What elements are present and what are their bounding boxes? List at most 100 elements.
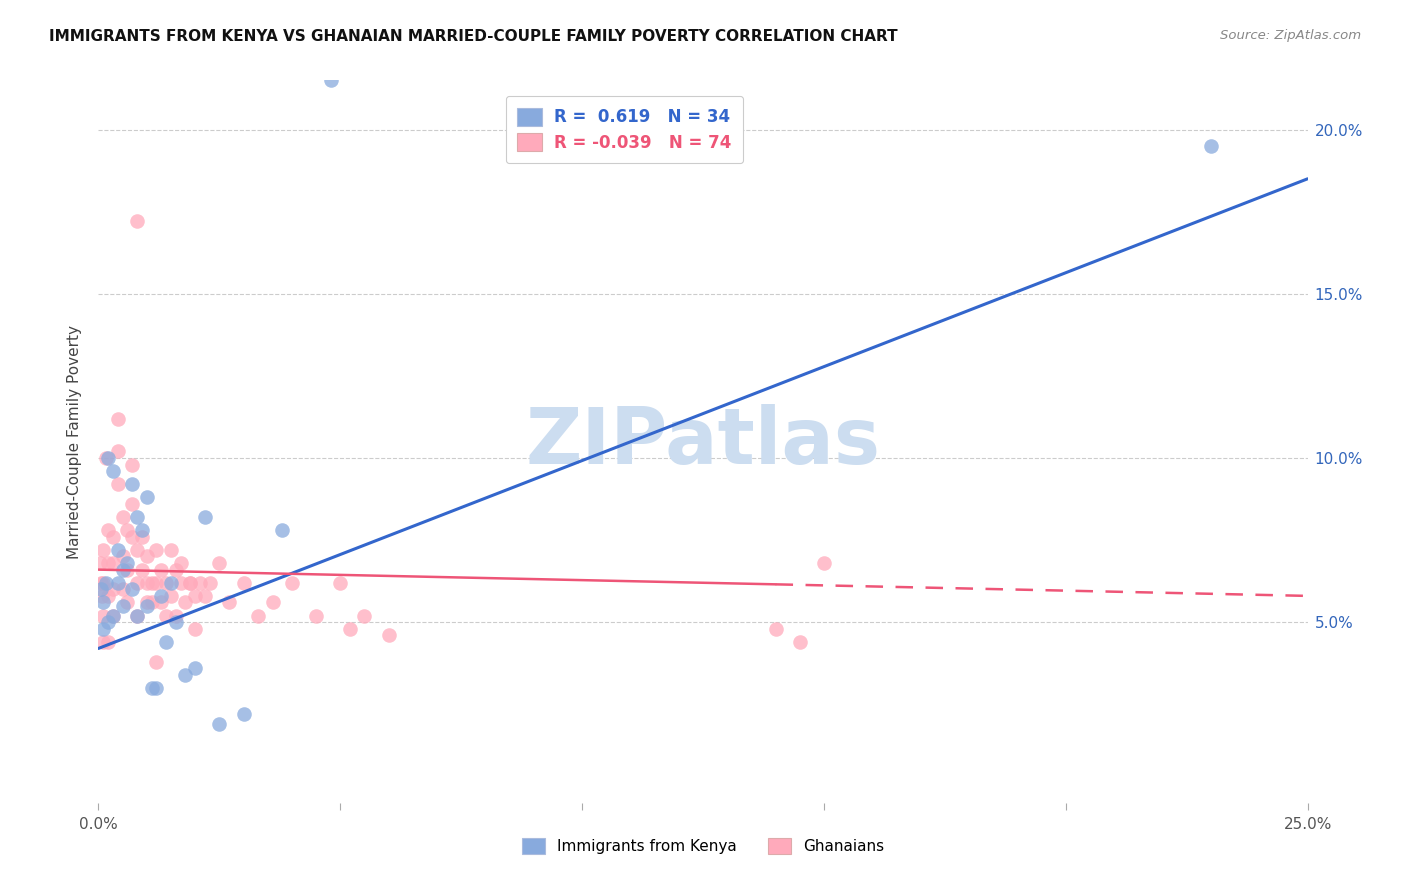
Point (97, 589, 120, 603)
Point (91, 595, 114, 609)
Point (232, 575, 254, 590)
Point (194, 589, 217, 603)
Point (101, 608, 124, 623)
Point (184, 661, 207, 675)
Point (135, 595, 157, 609)
Point (145, 575, 167, 590)
Point (101, 608, 124, 623)
Point (135, 491, 157, 505)
Point (188, 575, 211, 590)
Point (117, 595, 139, 609)
Point (169, 556, 191, 570)
Text: ZIPatlas: ZIPatlas (526, 403, 880, 480)
Point (107, 477, 129, 491)
Point (184, 589, 207, 603)
Point (121, 582, 143, 597)
Point (208, 556, 231, 570)
Point (107, 575, 129, 590)
Text: IMMIGRANTS FROM KENYA VS GHANAIAN MARRIED-COUPLE FAMILY POVERTY CORRELATION CHAR: IMMIGRANTS FROM KENYA VS GHANAIAN MARRIE… (49, 29, 898, 44)
Point (165, 563, 187, 577)
Point (131, 530, 153, 544)
Point (155, 575, 177, 590)
Point (127, 510, 149, 524)
Point (165, 615, 187, 630)
Point (89, 556, 111, 570)
Point (765, 622, 787, 636)
Point (111, 549, 134, 564)
Point (155, 635, 177, 649)
Point (1199, 139, 1222, 153)
Point (127, 214, 149, 228)
Point (329, 575, 352, 590)
Point (160, 542, 183, 557)
Point (127, 608, 149, 623)
Point (135, 599, 157, 613)
Point (121, 458, 143, 472)
Point (305, 608, 328, 623)
Y-axis label: Married-Couple Family Poverty: Married-Couple Family Poverty (67, 325, 83, 558)
Point (90, 575, 112, 590)
Point (111, 510, 134, 524)
Point (101, 464, 124, 478)
Point (150, 563, 173, 577)
Point (90, 589, 112, 603)
Point (262, 595, 284, 609)
Point (101, 556, 124, 570)
Point (101, 530, 124, 544)
Point (271, 523, 294, 537)
Point (111, 563, 134, 577)
Legend: Immigrants from Kenya, Ghanaians: Immigrants from Kenya, Ghanaians (516, 832, 890, 860)
Point (377, 628, 399, 642)
Point (174, 667, 197, 681)
Point (141, 681, 163, 695)
Point (194, 510, 217, 524)
Point (107, 411, 129, 425)
Point (101, 582, 124, 597)
Point (179, 575, 201, 590)
Point (111, 599, 134, 613)
Point (813, 556, 835, 570)
Point (155, 608, 177, 623)
Point (97, 556, 120, 570)
Point (90, 582, 112, 597)
Point (141, 595, 163, 609)
Point (184, 622, 207, 636)
Point (218, 595, 240, 609)
Point (169, 575, 191, 590)
Point (131, 523, 153, 537)
Point (145, 681, 167, 695)
Point (91, 575, 114, 590)
Point (111, 582, 134, 597)
Point (281, 575, 304, 590)
Point (91, 622, 114, 636)
Point (135, 549, 157, 564)
Point (353, 608, 375, 623)
Point (97, 523, 120, 537)
Point (165, 608, 187, 623)
Point (97, 615, 120, 630)
Point (117, 556, 139, 570)
Point (121, 497, 143, 511)
Point (97, 635, 120, 649)
Point (97, 450, 120, 465)
Point (91, 542, 114, 557)
Point (91, 635, 114, 649)
Point (107, 542, 129, 557)
Point (339, 622, 361, 636)
Text: Source: ZipAtlas.com: Source: ZipAtlas.com (1220, 29, 1361, 42)
Point (174, 595, 197, 609)
Point (117, 523, 139, 537)
Point (127, 608, 149, 623)
Point (91, 608, 114, 623)
Point (319, 73, 342, 87)
Point (121, 477, 143, 491)
Point (150, 589, 173, 603)
Point (198, 575, 221, 590)
Point (94, 450, 117, 465)
Point (107, 444, 129, 458)
Point (150, 595, 173, 609)
Point (131, 563, 153, 577)
Point (160, 575, 183, 590)
Point (145, 655, 167, 669)
Point (208, 717, 231, 731)
